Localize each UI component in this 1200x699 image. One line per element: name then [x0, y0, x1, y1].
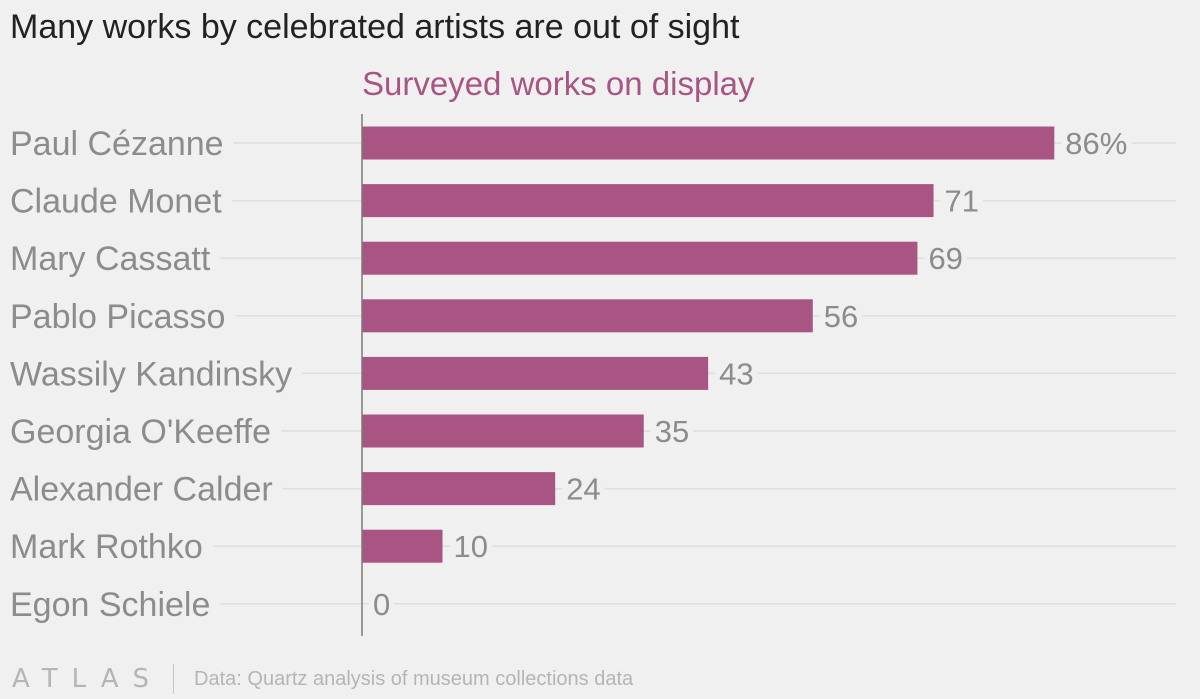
value-label: 69 — [928, 241, 962, 276]
category-label: Mark Rothko — [10, 528, 203, 566]
value-label: 35 — [655, 414, 689, 449]
value-label: 56 — [824, 299, 858, 334]
value-label-bg — [449, 528, 492, 565]
category-label: Georgia O'Keeffe — [10, 413, 271, 451]
footer: ATLAS Data: Quartz analysis of museum co… — [12, 662, 633, 696]
category-label: Egon Schiele — [10, 586, 210, 624]
footer-divider — [173, 664, 175, 694]
value-label-bg — [1061, 125, 1132, 161]
bar — [362, 414, 644, 448]
category-label: Paul Cézanne — [10, 125, 224, 163]
value-label-bg — [715, 355, 758, 392]
bar-chart: Surveyed works on display Paul Cézanne 86%… — [10, 65, 1176, 636]
atlas-logo: ATLAS — [12, 664, 164, 694]
value-label-bg — [650, 413, 694, 449]
category-label: Claude Monet — [10, 183, 222, 221]
value-label-bg — [924, 240, 967, 277]
bar — [362, 126, 1055, 160]
bar — [362, 356, 709, 390]
bar — [362, 299, 813, 333]
source-note: Data: Quartz analysis of museum collecti… — [194, 667, 634, 690]
bar — [362, 241, 918, 275]
chart-title: Many works by celebrated artists are out… — [10, 8, 740, 46]
value-label: 86% — [1065, 126, 1127, 161]
value-label-bg — [562, 470, 605, 507]
value-label: 43 — [719, 356, 753, 391]
bar — [362, 184, 934, 218]
value-label-bg — [819, 297, 863, 334]
category-label: Mary Cassatt — [10, 240, 211, 278]
category-label: Alexander Calder — [10, 471, 273, 509]
value-label-bg — [940, 182, 984, 219]
category-label: Pablo Picasso — [10, 298, 225, 336]
value-label-bg — [369, 585, 395, 622]
bar — [362, 472, 556, 506]
category-label: Wassily Kandinsky — [10, 355, 292, 393]
value-label: 0 — [373, 587, 390, 622]
value-label: 10 — [454, 529, 488, 564]
value-label: 24 — [566, 472, 600, 507]
bar — [362, 529, 443, 563]
series-label: Surveyed works on display — [362, 65, 755, 102]
value-label: 71 — [945, 184, 979, 219]
